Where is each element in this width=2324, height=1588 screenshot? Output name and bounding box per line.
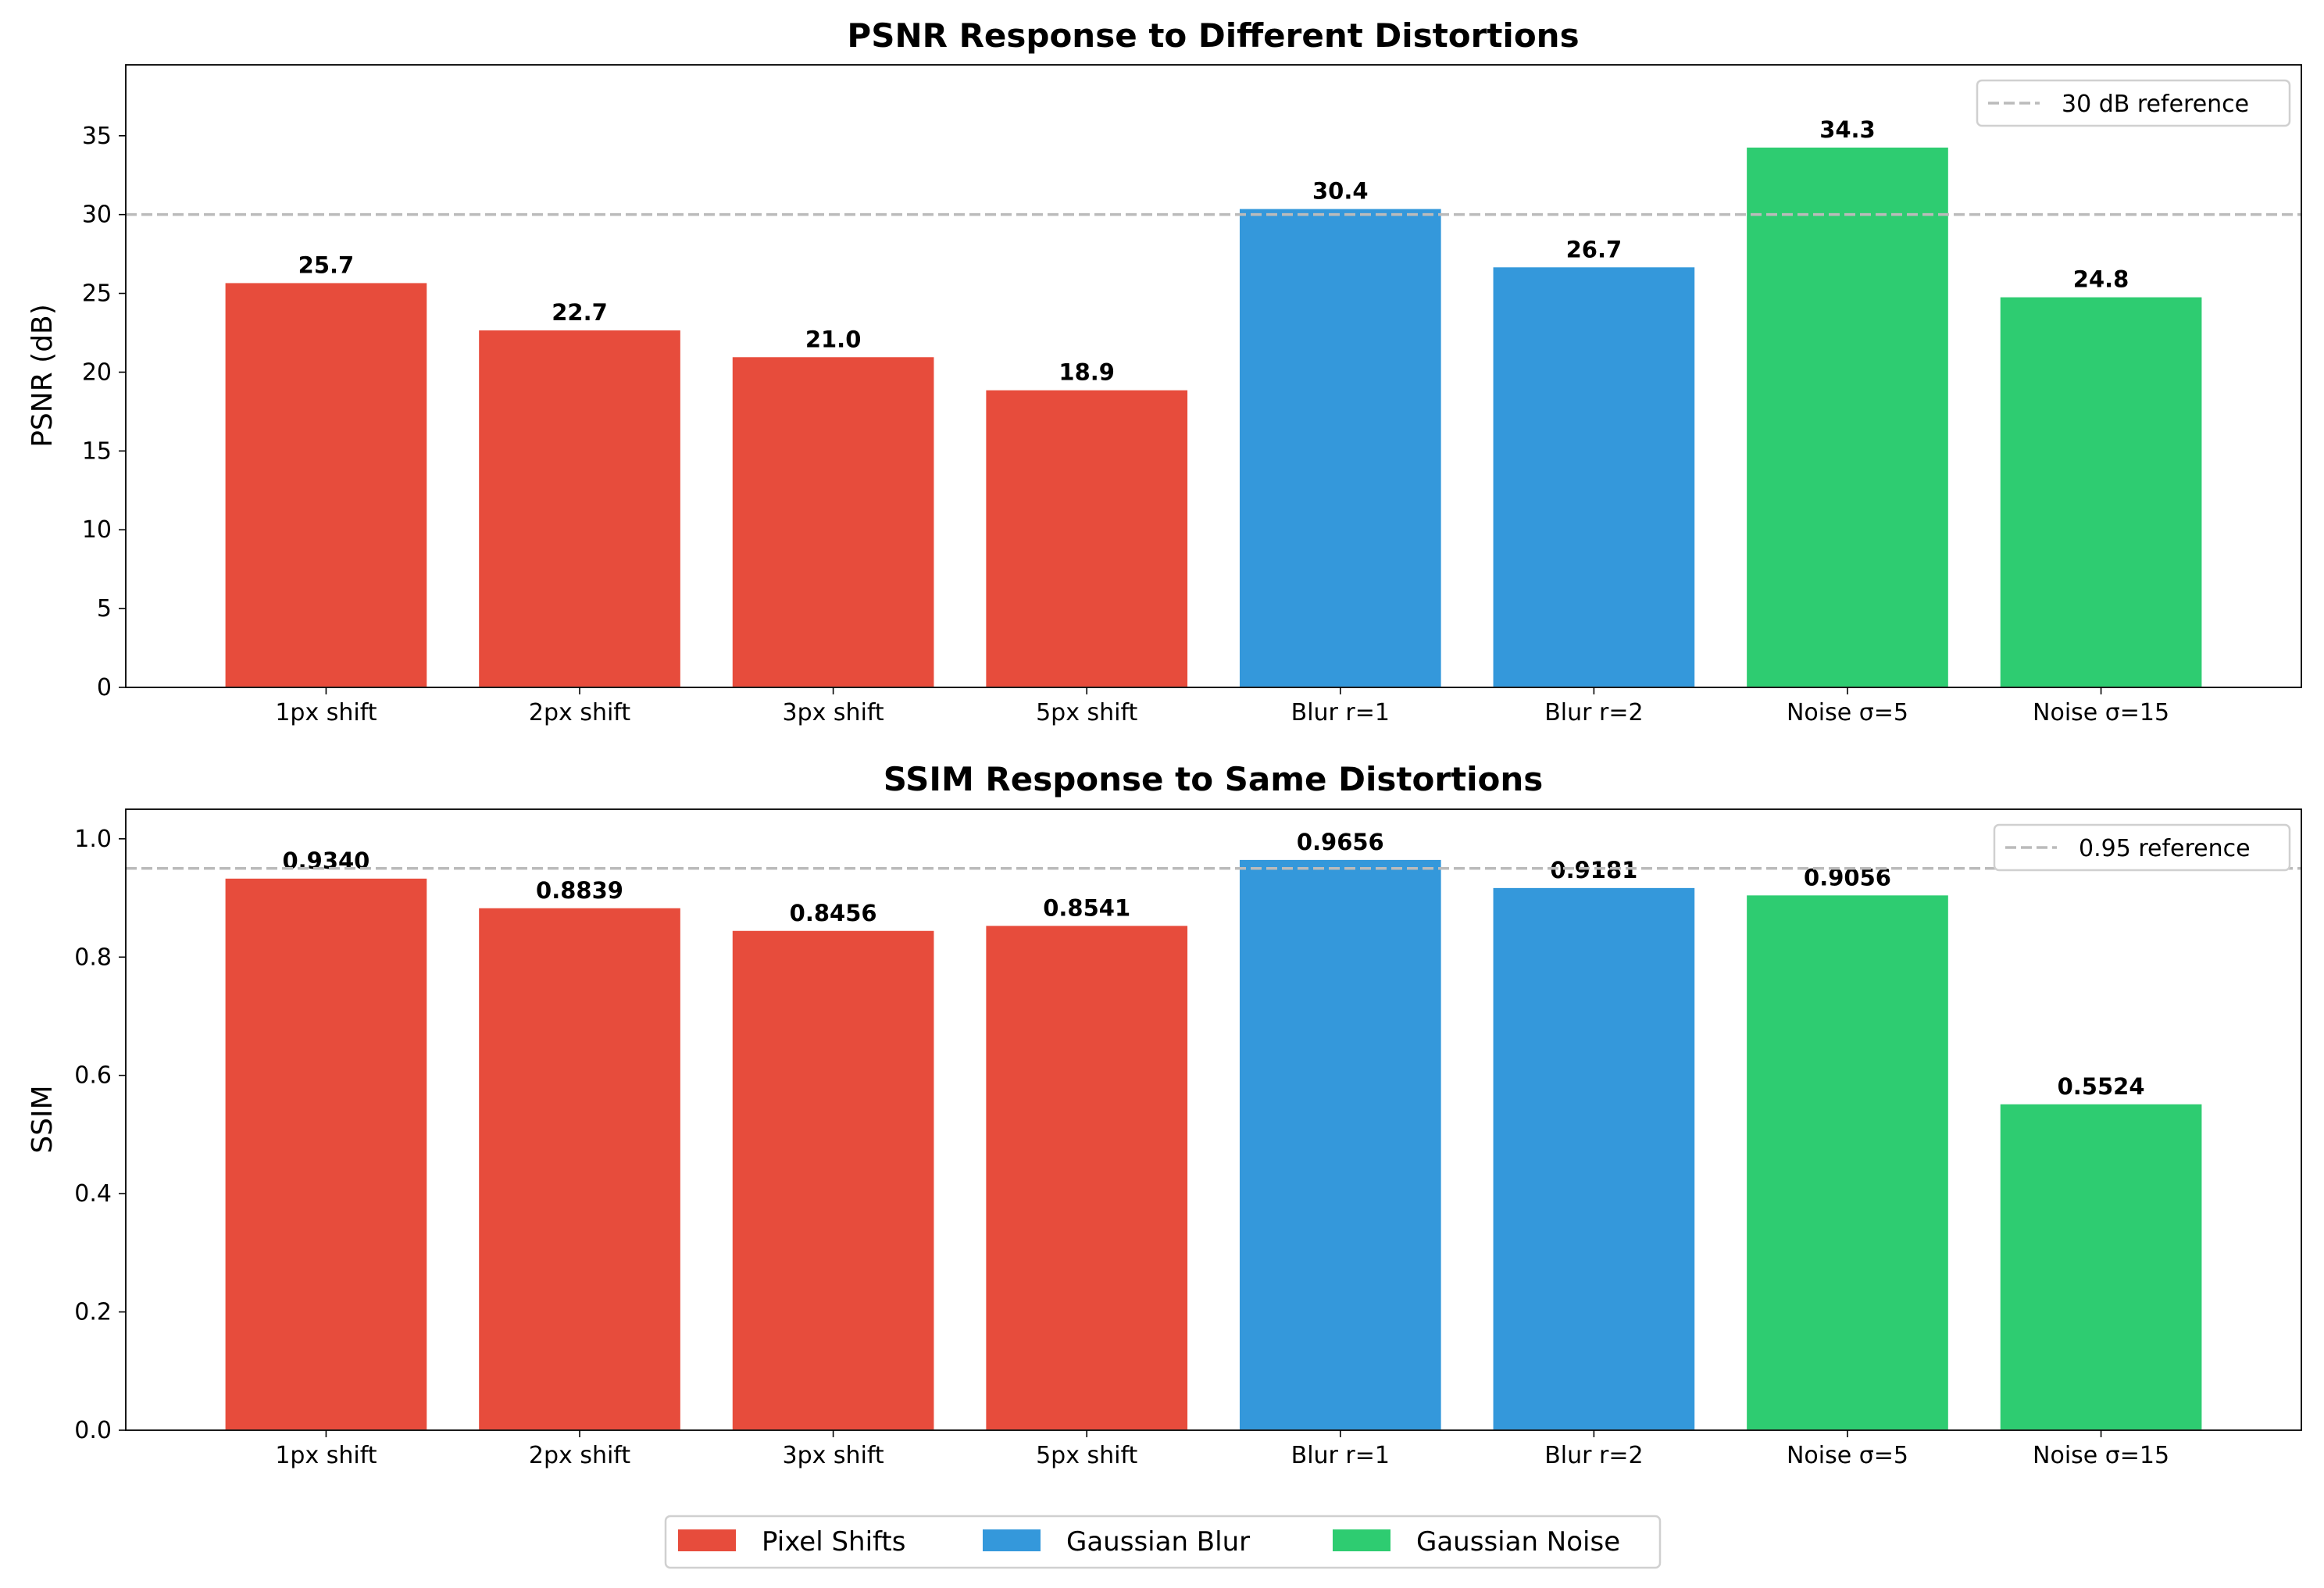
psnr-bar <box>1491 266 1697 688</box>
psnr-xtick-label: Blur r=1 <box>1291 699 1390 726</box>
psnr-ytick-label: 30 <box>82 202 112 229</box>
psnr-ytick-label: 25 <box>82 280 112 308</box>
ssim-xtick-label: 3px shift <box>783 1442 884 1469</box>
legend-label-pixel-shifts: Pixel Shifts <box>762 1526 905 1558</box>
ssim-ytick-label: 0.4 <box>74 1180 112 1208</box>
ssim-value-label: 0.8541 <box>1043 894 1130 921</box>
psnr-bar <box>1237 207 1443 688</box>
ssim-reference-legend-frame <box>1993 823 2291 872</box>
ssim-ylabel: SSIM <box>27 1085 59 1153</box>
psnr-bar <box>1998 295 2204 688</box>
legend-swatch-pixel-shifts <box>678 1529 736 1551</box>
legend-swatch-gaussian-noise <box>1333 1529 1390 1551</box>
psnr-xtick-label: 5px shift <box>1036 699 1137 726</box>
psnr-xtick-label: Noise σ=5 <box>1787 699 1908 726</box>
legend-swatch-gaussian-blur <box>983 1529 1041 1551</box>
psnr-xtick-label: 3px shift <box>783 699 884 726</box>
ssim-value-label: 0.5524 <box>2058 1073 2145 1100</box>
ssim-ytick-label: 1.0 <box>74 826 112 853</box>
psnr-bar <box>984 388 1190 688</box>
ssim-xtick-label: 1px shift <box>275 1442 377 1469</box>
ssim-value-label: 0.9340 <box>282 848 369 874</box>
psnr-ylabel: PSNR (dB) <box>27 304 59 448</box>
psnr-value-label: 34.3 <box>1819 116 1876 143</box>
psnr-axes-frame <box>125 64 2302 688</box>
ssim-bar <box>1998 1102 2204 1431</box>
ssim-bar <box>730 929 936 1431</box>
psnr-value-label: 24.8 <box>2073 266 2129 293</box>
ssim-title: SSIM Response to Same Distortions <box>884 760 1544 798</box>
ssim-value-label: 0.9656 <box>1297 829 1384 855</box>
ssim-ytick-label: 0.2 <box>74 1299 112 1326</box>
psnr-value-label: 18.9 <box>1058 359 1115 386</box>
psnr-value-label: 21.0 <box>805 326 862 352</box>
psnr-value-label: 22.7 <box>552 299 608 326</box>
ssim-bar <box>1745 894 1950 1431</box>
ssim-ytick-label: 0.6 <box>74 1062 112 1090</box>
psnr-ytick-label: 15 <box>82 437 112 465</box>
psnr-bar <box>477 328 682 688</box>
ssim-reference-legend-label: 0.95 reference <box>2079 835 2251 862</box>
ssim-value-label: 0.8456 <box>790 900 877 926</box>
legend-frame <box>664 1515 1662 1569</box>
psnr-panel: PSNR Response to Different Distortions P… <box>27 16 2302 726</box>
ssim-bar <box>223 876 429 1432</box>
psnr-xtick-label: 1px shift <box>275 699 377 726</box>
ssim-xtick-label: Noise σ=15 <box>2033 1442 2169 1469</box>
ssim-axes-frame <box>125 808 2302 1431</box>
psnr-xtick-label: 2px shift <box>529 699 630 726</box>
psnr-ytick-label: 35 <box>82 123 112 150</box>
bottom-legend: Pixel Shifts Gaussian Blur Gaussian Nois… <box>664 1515 1662 1569</box>
ssim-ytick-label: 0.8 <box>74 944 112 971</box>
psnr-bar <box>730 355 936 688</box>
ssim-xtick-label: Blur r=2 <box>1544 1442 1643 1469</box>
psnr-value-label: 25.7 <box>298 252 355 278</box>
psnr-bar <box>1745 145 1950 689</box>
ssim-xtick-label: 2px shift <box>529 1442 630 1469</box>
ssim-value-label: 0.9181 <box>1550 857 1637 883</box>
psnr-reference-legend-label: 30 dB reference <box>2062 91 2249 118</box>
psnr-value-label: 26.7 <box>1566 236 1623 262</box>
legend-label-gaussian-noise: Gaussian Noise <box>1416 1526 1620 1558</box>
psnr-xtick-label: Blur r=2 <box>1544 699 1643 726</box>
psnr-ytick-label: 10 <box>82 516 112 544</box>
ssim-bar <box>1237 858 1443 1431</box>
ssim-ytick-label: 0.0 <box>74 1417 112 1444</box>
ssim-bar <box>477 906 682 1432</box>
legend-label-gaussian-blur: Gaussian Blur <box>1066 1526 1250 1558</box>
psnr-bar <box>223 281 429 688</box>
ssim-xtick-label: Noise σ=5 <box>1787 1442 1908 1469</box>
psnr-ytick-label: 0 <box>97 674 112 701</box>
ssim-bar <box>1491 886 1697 1432</box>
psnr-ytick-label: 20 <box>82 359 112 386</box>
ssim-xtick-label: 5px shift <box>1036 1442 1137 1469</box>
ssim-bar <box>984 924 1190 1432</box>
psnr-reference-legend-frame <box>1976 79 2291 127</box>
ssim-xtick-label: Blur r=1 <box>1291 1442 1390 1469</box>
ssim-panel: SSIM Response to Same Distortions SSIM 0… <box>27 760 2302 1469</box>
ssim-value-label: 0.8839 <box>536 877 623 904</box>
psnr-value-label: 30.4 <box>1312 178 1369 205</box>
psnr-title: PSNR Response to Different Distortions <box>847 16 1579 55</box>
psnr-xtick-label: Noise σ=15 <box>2033 699 2169 726</box>
psnr-ytick-label: 5 <box>97 595 112 623</box>
